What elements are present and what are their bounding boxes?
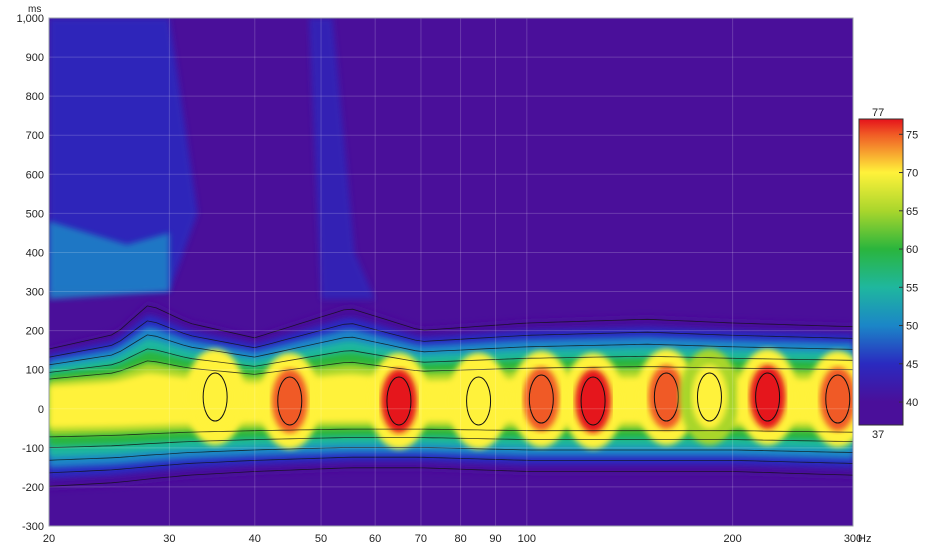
y-tick-label: 400 bbox=[26, 247, 44, 259]
peak-contour bbox=[202, 372, 228, 422]
low-frequency-tail-inner bbox=[49, 221, 170, 300]
colorbar-tick-label: 40 bbox=[906, 397, 918, 409]
x-tick-label: 70 bbox=[415, 533, 427, 545]
plot-frame bbox=[48, 17, 854, 527]
peak-core bbox=[271, 368, 308, 433]
peak-contour bbox=[277, 376, 303, 426]
peak-core bbox=[523, 367, 560, 431]
peak-core bbox=[197, 365, 234, 430]
peak-contour bbox=[386, 376, 412, 426]
peak-core bbox=[380, 368, 417, 433]
y-tick-label: -100 bbox=[22, 443, 44, 455]
y-tick-label: 1,000 bbox=[16, 13, 44, 25]
peak-contour bbox=[825, 374, 851, 424]
peak-core bbox=[648, 365, 685, 430]
colorbar-tick-label: 65 bbox=[906, 206, 918, 218]
contour-line bbox=[49, 360, 853, 438]
colorbar-tick-label: 60 bbox=[906, 244, 918, 256]
peak-contour bbox=[755, 372, 781, 422]
contour-line bbox=[49, 348, 853, 449]
peak-contour bbox=[528, 374, 554, 424]
colorbar-tick-label: 45 bbox=[906, 359, 918, 371]
peak-layer bbox=[185, 349, 853, 449]
contour-line bbox=[49, 320, 853, 474]
contour-line bbox=[49, 334, 853, 461]
colorbar-tick-label: 55 bbox=[906, 282, 918, 294]
y-axis: ms -300 -200 -100 0 100 200 300 400 500 600 700 800… bbox=[16, 4, 44, 533]
x-tick-label: 300 bbox=[844, 533, 862, 545]
x-tick-label: 100 bbox=[518, 533, 536, 545]
x-tick-label: 80 bbox=[454, 533, 466, 545]
peak-contour bbox=[580, 376, 606, 426]
peak-core bbox=[749, 365, 786, 430]
low-frequency-tail bbox=[49, 18, 198, 292]
y-tick-label: 500 bbox=[26, 208, 44, 220]
contour-layer bbox=[49, 305, 853, 487]
x-tick-label: 30 bbox=[163, 533, 175, 545]
colorbar-max-label: 77 bbox=[872, 107, 884, 119]
contour-line bbox=[49, 305, 853, 487]
peak-core bbox=[460, 368, 497, 433]
y-tick-label: 0 bbox=[38, 404, 44, 416]
x-unit-label: Hz bbox=[858, 533, 871, 545]
x-tick-label: 60 bbox=[369, 533, 381, 545]
x-tick-label: 50 bbox=[315, 533, 327, 545]
peak-contour bbox=[653, 372, 679, 422]
y-tick-label: 900 bbox=[26, 52, 44, 64]
colorbar-tick-label: 70 bbox=[906, 168, 918, 180]
y-unit-label: ms bbox=[28, 4, 41, 15]
x-tick-label: 200 bbox=[723, 533, 741, 545]
peak-core bbox=[575, 368, 612, 433]
y-tick-label: 200 bbox=[26, 326, 44, 338]
x-tick-label: 40 bbox=[249, 533, 261, 545]
colorbar-tick-label: 75 bbox=[906, 129, 918, 141]
x-tick-label: 20 bbox=[43, 533, 55, 545]
y-tick-label: 100 bbox=[26, 365, 44, 377]
peak-core bbox=[691, 365, 728, 430]
y-tick-label: -300 bbox=[22, 521, 44, 533]
colorbar-tick-label: 50 bbox=[906, 321, 918, 333]
y-tick-label: -200 bbox=[22, 482, 44, 494]
x-tick-label: 90 bbox=[489, 533, 501, 545]
x-axis: Hz 20 30 40 50 60 70 80 90 100 200 300 bbox=[43, 533, 872, 545]
y-tick-label: 700 bbox=[26, 130, 44, 142]
y-tick-label: 800 bbox=[26, 91, 44, 103]
peak-contour bbox=[466, 376, 492, 426]
peak-contour bbox=[696, 372, 722, 422]
colorbar-gradient bbox=[858, 118, 904, 426]
y-tick-label: 300 bbox=[26, 287, 44, 299]
peak-core bbox=[819, 367, 853, 431]
y-tick-label: 600 bbox=[26, 169, 44, 181]
decay-streak bbox=[308, 18, 376, 300]
grid bbox=[49, 18, 853, 526]
colorbar-min-label: 37 bbox=[872, 429, 884, 441]
colorbar: 77 37 40 45 50 55 60 65 70 75 bbox=[858, 107, 918, 441]
